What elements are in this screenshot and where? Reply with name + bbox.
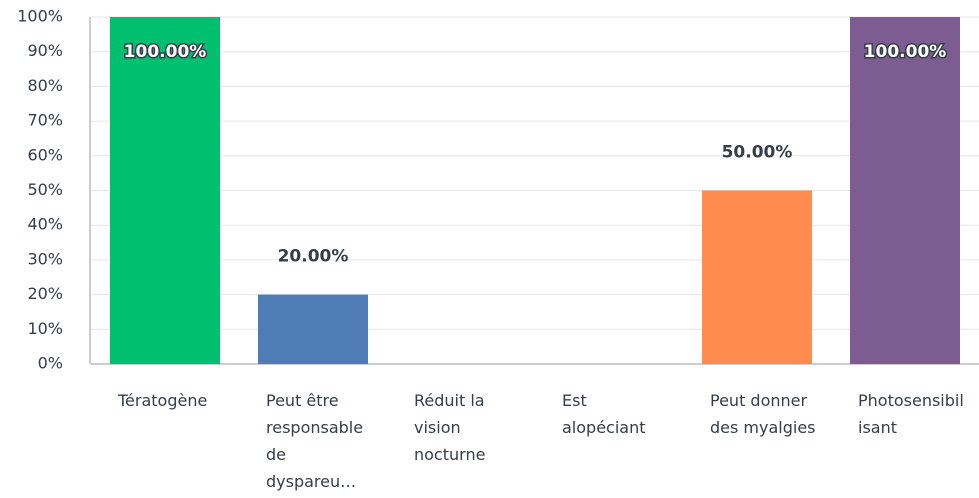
value-label: 20.00% xyxy=(278,247,349,267)
value-label: 100.00% xyxy=(124,42,207,62)
y-tick-label: 0% xyxy=(38,354,63,373)
bar xyxy=(258,294,368,364)
bar xyxy=(702,190,812,364)
x-label-box: Réduit la vision nocturne xyxy=(414,391,486,464)
x-tick-label: Peut donner des myalgies xyxy=(710,391,816,437)
bar xyxy=(110,17,220,364)
y-tick-label: 90% xyxy=(27,41,63,60)
x-tick-label: Peut être responsable de dyspareu… xyxy=(266,391,364,491)
value-label: 100.00% xyxy=(864,42,947,62)
x-label-box: Peut donner des myalgies xyxy=(710,391,816,437)
x-tick-label: Réduit la vision nocturne xyxy=(414,391,486,464)
x-tick-label: Tératogène xyxy=(118,391,208,410)
y-tick-label: 30% xyxy=(27,249,63,268)
x-tick-label: Photosensibilisant xyxy=(858,391,964,437)
y-tick-label: 80% xyxy=(27,76,63,95)
y-tick-label: 40% xyxy=(27,215,63,234)
x-tick-label: Est alopéciant xyxy=(562,391,646,437)
x-label-box: Est alopéciant xyxy=(562,391,646,437)
x-label-box: Tératogène xyxy=(118,391,208,410)
y-tick-label: 100% xyxy=(17,7,63,26)
y-tick-label: 50% xyxy=(27,180,63,199)
y-tick-label: 20% xyxy=(27,284,63,303)
x-label-box: Photosensibilisant xyxy=(858,391,964,437)
value-label: 50.00% xyxy=(722,143,793,163)
y-tick-label: 10% xyxy=(27,319,63,338)
y-tick-label: 60% xyxy=(27,145,63,164)
y-tick-label: 70% xyxy=(27,111,63,130)
bar xyxy=(850,17,960,364)
x-label-box: Peut être responsable de dyspareu… xyxy=(266,391,364,491)
